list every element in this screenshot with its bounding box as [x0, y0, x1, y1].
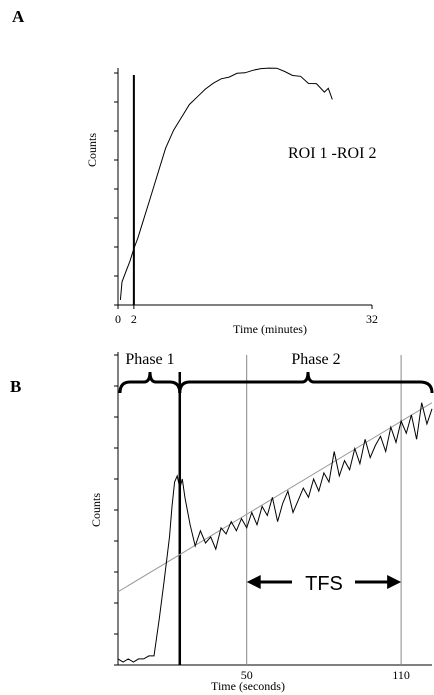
tfs-arrow-right-head [387, 575, 402, 589]
panel-a-letter: A [12, 7, 25, 26]
phase-2-label: Phase 2 [291, 351, 340, 368]
x-tick-label: 0 [115, 312, 121, 326]
phase-2-brace [178, 371, 434, 394]
panel-a-y-label: Counts [85, 133, 99, 167]
panel-b: B 50 110 Phase 1 Phase 2 TFS Counts Time … [10, 351, 434, 693]
phase-1-label: Phase 1 [125, 351, 174, 368]
x-tick-label: 110 [392, 668, 410, 682]
panel-b-x-ticks: 50 110 [241, 668, 410, 682]
tfs-label: TFS [305, 573, 343, 595]
panel-a-y-ticks [114, 72, 118, 306]
panel-a-annotation: ROI 1 -ROI 2 [288, 145, 376, 162]
panel-b-reference-lines [178, 355, 402, 665]
x-tick-label: 32 [366, 312, 378, 326]
panel-a-data-series [119, 67, 333, 300]
panel-a-x-ticks: 0 2 32 [115, 305, 378, 326]
tfs-arrow-left-head [246, 575, 261, 589]
panel-a-x-label: Time (minutes) [233, 322, 307, 336]
phase-1-brace [118, 371, 182, 394]
x-tick-label: 2 [131, 312, 137, 326]
panel-b-data-series [117, 402, 433, 663]
panel-b-x-label: Time (seconds) [211, 679, 285, 693]
x-tick-label: 50 [241, 668, 253, 682]
panel-a: A 0 2 32 Counts Time (minutes) ROI 1 -ROI … [12, 7, 378, 336]
panel-b-y-label: Counts [89, 493, 103, 527]
panel-b-y-ticks [114, 354, 118, 666]
panel-b-trend-line [117, 402, 433, 593]
panel-b-letter: B [10, 377, 21, 396]
tfs-arrow [246, 575, 402, 589]
